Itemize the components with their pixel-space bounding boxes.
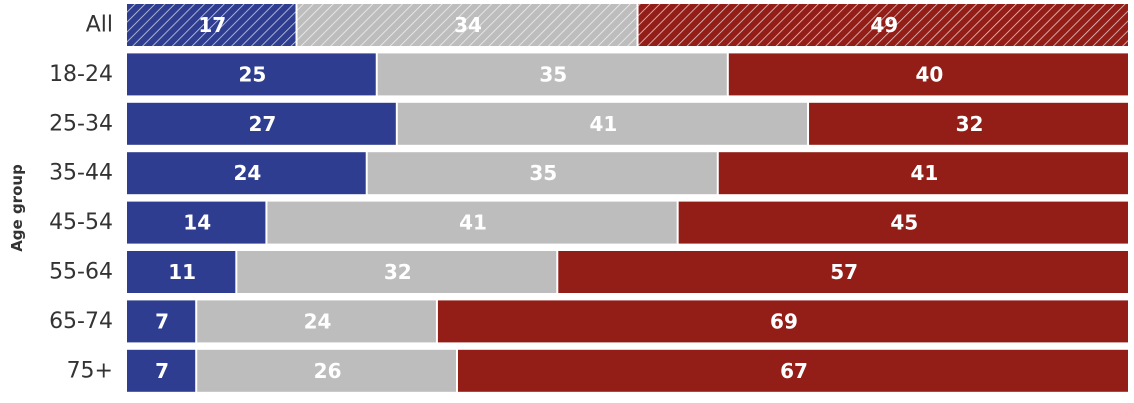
bar-segment <box>728 53 1128 96</box>
bar-value-label: 17 <box>198 13 226 37</box>
bar-value-label: 57 <box>830 260 858 284</box>
bar-value-label: 40 <box>915 62 943 86</box>
bar-segment <box>127 53 376 96</box>
bar-segment <box>197 300 436 343</box>
bar-value-label: 49 <box>870 13 898 37</box>
category-label: All <box>86 13 113 38</box>
bar-rows: All 17 34 49 18-24 25 35 40 25-34 27 41 32 35-44 24 35… <box>49 4 1128 392</box>
category-label: 18-24 <box>49 62 113 87</box>
bar-segment <box>718 152 1128 195</box>
bar-value-label: 32 <box>384 260 412 284</box>
bar-value-label: 7 <box>155 309 169 333</box>
bar-segment <box>367 152 717 195</box>
category-label: 45-54 <box>49 210 113 235</box>
bar-segment <box>127 201 266 244</box>
bar-segment <box>267 201 677 244</box>
bar-value-label: 67 <box>780 359 808 383</box>
bar-segment <box>127 300 196 343</box>
bar-segment <box>437 300 1128 343</box>
bar-value-label: 11 <box>168 260 196 284</box>
bar-value-label: 14 <box>183 211 211 235</box>
bar-segment <box>127 251 236 293</box>
bar-segment <box>809 102 1128 145</box>
bar-segment <box>127 4 296 46</box>
bar-segment <box>197 349 456 392</box>
bar-value-label: 41 <box>590 112 618 136</box>
bar-value-label: 26 <box>314 359 342 383</box>
category-label: 55-64 <box>49 260 113 285</box>
bar-segment <box>558 251 1128 293</box>
bar-segment <box>297 4 637 46</box>
bar-value-label: 41 <box>459 211 487 235</box>
bar-value-label: 69 <box>770 309 798 333</box>
bar-segment <box>377 53 727 96</box>
category-label: 35-44 <box>49 161 113 186</box>
bar-segment <box>237 251 557 293</box>
bar-value-label: 32 <box>956 112 984 136</box>
bar-value-label: 41 <box>910 161 938 185</box>
bar-segment <box>127 349 196 392</box>
bar-value-label: 24 <box>304 309 332 333</box>
bar-segment <box>127 152 366 195</box>
category-label: 75+ <box>67 358 113 383</box>
bar-value-label: 35 <box>539 62 567 86</box>
bar-value-label: 25 <box>238 62 266 86</box>
y-axis-title: Age group <box>8 164 26 252</box>
bar-value-label: 34 <box>454 13 482 37</box>
bar-segment <box>678 201 1128 244</box>
bar-value-label: 7 <box>155 359 169 383</box>
bar-segment <box>638 4 1128 46</box>
bar-value-label: 35 <box>529 161 557 185</box>
bar-value-label: 27 <box>248 112 276 136</box>
category-label: 65-74 <box>49 309 113 334</box>
bar-segment <box>127 102 396 145</box>
bar-value-label: 45 <box>890 211 918 235</box>
bar-segment <box>457 349 1128 392</box>
category-label: 25-34 <box>49 111 113 136</box>
bar-value-label: 24 <box>233 161 261 185</box>
bar-segment <box>397 102 808 145</box>
